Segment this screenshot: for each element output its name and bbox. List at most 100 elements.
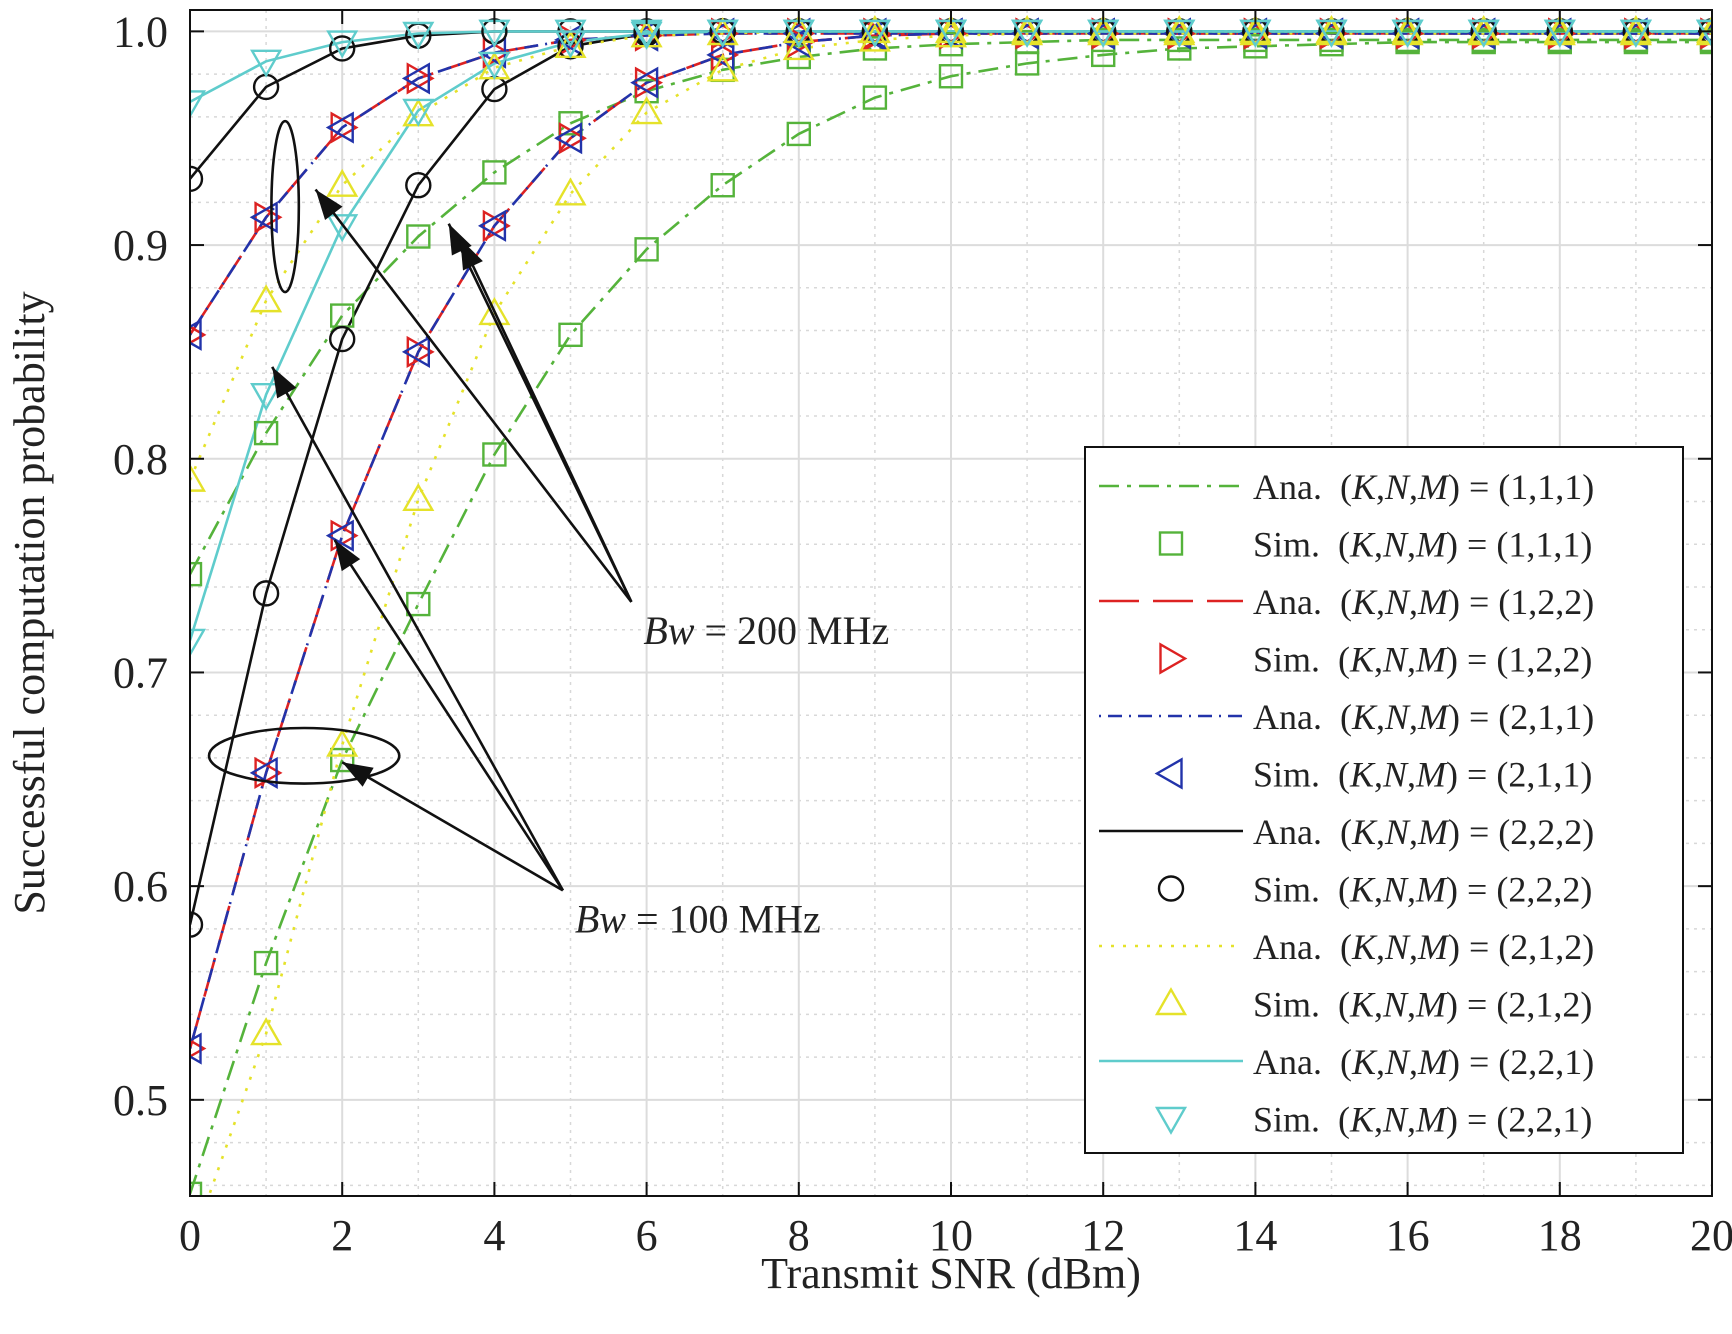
legend-box [1084, 446, 1684, 1154]
marker-triangle-down [1011, 19, 1044, 48]
marker-triangle-down [554, 30, 587, 59]
legend-entry-label: Sim. (K,N,M) = (2,2,2) [1253, 870, 1592, 910]
marker-triangle-down [554, 19, 587, 48]
marker-triangle-left [1154, 757, 1183, 790]
legend-entry-label: Sim. (K,N,M) = (2,1,1) [1253, 755, 1592, 795]
x-tick-label: 12 [1081, 1211, 1125, 1260]
marker-triangle-up [250, 284, 283, 313]
marker-triangle-left [477, 209, 507, 242]
marker-square [1158, 531, 1184, 556]
marker-square [634, 237, 659, 262]
series-layer [190, 14, 1712, 1196]
marker-circle [1157, 875, 1185, 902]
marker-triangle-up [706, 53, 739, 82]
marker-square [862, 85, 888, 110]
arrowhead-icon [342, 762, 374, 787]
annotation-arrow [314, 188, 633, 603]
marker-triangle-down [1315, 19, 1348, 48]
marker-triangle-down [1154, 1106, 1188, 1135]
marker-triangle-left [401, 335, 430, 368]
marker-square [938, 64, 964, 89]
annotation-label: Bw = 100 MHz [575, 896, 821, 941]
marker-triangle-left [554, 122, 583, 155]
marker-circle [405, 172, 432, 199]
y-tick-label: 0.7 [113, 648, 168, 697]
marker-triangle-down [326, 214, 359, 243]
marker-triangle-down [326, 30, 359, 59]
marker-triangle-right [190, 325, 207, 345]
annotation-arrow [271, 366, 565, 892]
marker-triangle-up [1695, 14, 1712, 44]
y-tick-label: 1.0 [113, 7, 168, 56]
legend-entry-label: Sim. (K,N,M) = (1,1,1) [1253, 525, 1592, 565]
marker-triangle-up [1391, 14, 1424, 44]
marker-triangle-up [478, 297, 511, 326]
marker-triangle-down [190, 90, 207, 119]
marker-triangle-down [1619, 19, 1652, 48]
legend-entry-label: Sim. (K,N,M) = (2,1,2) [1253, 985, 1592, 1025]
x-tick-label: 10 [929, 1211, 973, 1260]
marker-triangle-up [630, 96, 663, 125]
legend-entry-label: Ana. (K,N,M) = (2,1,1) [1253, 697, 1594, 737]
arrowhead-icon [272, 366, 297, 399]
marker-square [406, 591, 431, 617]
legend-entry-label: Ana. (K,N,M) = (2,2,2) [1253, 812, 1594, 852]
marker-triangle-right [190, 1039, 207, 1058]
marker-square [786, 121, 811, 147]
marker-triangle-down [402, 98, 435, 127]
marker-triangle-down [1163, 19, 1196, 48]
x-tick-label: 2 [331, 1211, 353, 1260]
marker-triangle-up [1239, 14, 1272, 44]
marker-square [406, 224, 431, 249]
marker-triangle-up [1163, 14, 1196, 44]
marker-triangle-left [630, 66, 659, 99]
y-tick-label: 0.8 [113, 435, 168, 484]
marker-triangle-down [706, 19, 739, 48]
y-tick-label: 0.9 [113, 221, 168, 270]
marker-triangle-down [1695, 19, 1712, 48]
marker-triangle-down [250, 49, 283, 78]
y-axis-label: Successful computation probability [5, 291, 54, 914]
marker-triangle-left [325, 519, 354, 552]
marker-triangle-right [711, 38, 740, 71]
marker-triangle-up [326, 168, 359, 197]
arrowhead-icon [315, 189, 343, 221]
x-tick-label: 14 [1233, 1211, 1277, 1260]
marker-triangle-up [858, 14, 891, 44]
series-line-s221 [190, 30, 1712, 104]
marker-triangle-up [1154, 987, 1188, 1016]
marker-triangle-left [706, 38, 735, 71]
legend: Ana. (K,N,M) = (1,1,1) Sim. (K,N,M) = (1,… [1084, 446, 1684, 1154]
marker-triangle-down [1467, 19, 1500, 48]
x-tick-label: 20 [1690, 1211, 1732, 1260]
legend-entry-label: Sim. (K,N,M) = (1,2,2) [1253, 640, 1592, 680]
annotation-label: Bw = 200 MHz [643, 608, 889, 653]
annotation-label-symbol: Bw [575, 896, 626, 941]
marker-square [253, 420, 279, 446]
legend-entry-label: Sim. (K,N,M) = (2,2,1) [1253, 1100, 1592, 1140]
annotation-arrow [458, 238, 633, 603]
marker-triangle-up [190, 463, 207, 492]
marker-triangle-right [406, 62, 435, 95]
legend-entry-label: Ana. (K,N,M) = (2,1,2) [1253, 927, 1594, 967]
marker-triangle-left [401, 62, 430, 95]
marker-triangle-up [326, 728, 359, 757]
annotation-ellipse [207, 726, 401, 785]
series-s221 [190, 30, 1712, 641]
marker-square [482, 442, 507, 467]
tick-layer: 0 2 4 6 8 10 12 14 16 18 20 0.5 0.6 0.7 0.8 0.9 1.0 [113, 7, 1732, 1260]
annotation-label-value: = 200 MHz [695, 608, 890, 653]
marker-triangle-up [554, 177, 587, 206]
marker-square [330, 747, 355, 773]
marker-triangle-down [858, 19, 891, 48]
x-tick-label: 18 [1538, 1211, 1582, 1260]
marker-circle [252, 580, 280, 607]
legend-entry-label: Ana. (K,N,M) = (1,1,1) [1253, 467, 1594, 507]
marker-triangle-up [1543, 14, 1576, 44]
marker-triangle-up [1011, 14, 1044, 44]
marker-square [558, 322, 583, 348]
series-line-s212 [207, 32, 1712, 1196]
x-tick-label: 16 [1386, 1211, 1430, 1260]
